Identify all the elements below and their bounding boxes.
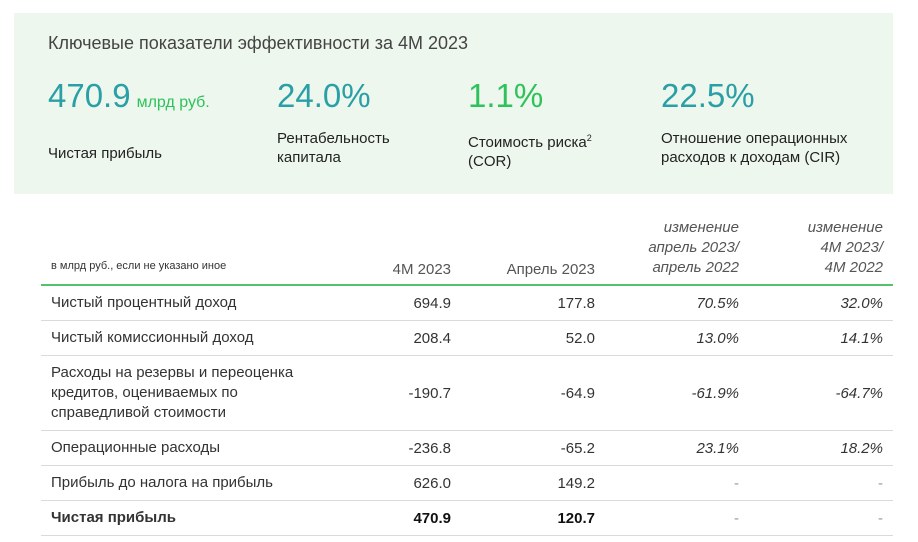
cell-change-4m: -64.7% — [749, 355, 893, 431]
financial-metrics-table: в млрд руб., если не указано иное 4М 202… — [41, 212, 893, 536]
kpi-panel: Ключевые показатели эффективности за 4М … — [14, 13, 893, 194]
kpi-roe-label-line2: капитала — [277, 149, 341, 166]
kpi-cor-label-line2: (COR) — [468, 153, 512, 170]
kpi-cor-footnote-mark: 2 — [586, 133, 592, 143]
column-header-april-2023: Апрель 2023 — [461, 212, 605, 286]
kpi-roe-label: Рентабельность капитала — [277, 129, 390, 167]
cell-4m-2023: -236.8 — [331, 430, 461, 466]
column-header-change-4m: изменение 4М 2023/ 4М 2022 — [749, 212, 893, 286]
cell-change-april: - — [605, 500, 749, 536]
table-row: Чистый комиссионный доход 208.4 52.0 13.… — [41, 320, 893, 356]
table-row: Чистый процентный доход 694.9 177.8 70.5… — [41, 285, 893, 321]
cell-change-april: -61.9% — [605, 355, 749, 431]
cell-change-4m: 14.1% — [749, 320, 893, 356]
cell-april-2023: -65.2 — [461, 430, 605, 466]
kpi-roe-value: 24.0% — [277, 77, 371, 114]
table-units-note: в млрд руб., если не указано иное — [41, 212, 331, 286]
cell-4m-2023: 470.9 — [331, 500, 461, 536]
cell-april-2023: 120.7 — [461, 500, 605, 536]
kpi-cir-label-line1: Отношение операционных — [661, 130, 848, 147]
row-label: Расходы на резервы и переоценка кредитов… — [41, 355, 331, 431]
table-header-row: в млрд руб., если не указано иное 4М 202… — [41, 212, 893, 286]
kpi-cir-label-line2: расходов к доходам (CIR) — [661, 149, 841, 166]
cell-change-april: 70.5% — [605, 285, 749, 321]
kpi-cor-value: 1.1% — [468, 77, 544, 114]
column-header-4m-2023: 4М 2023 — [331, 212, 461, 286]
cell-4m-2023: 208.4 — [331, 320, 461, 356]
kpi-net-profit-value: 470.9 — [48, 77, 131, 114]
cell-change-4m: 32.0% — [749, 285, 893, 321]
row-label: Чистый комиссионный доход — [41, 320, 331, 356]
cell-april-2023: 52.0 — [461, 320, 605, 356]
kpi-cor-label-line1: Стоимость риска — [468, 134, 587, 151]
kpi-net-profit-unit: млрд руб. — [136, 94, 210, 111]
kpi-cir: 22.5% Отношение операционных расходов к … — [661, 77, 847, 167]
table-row: Прибыль до налога на прибыль 626.0 149.2… — [41, 465, 893, 501]
cell-april-2023: -64.9 — [461, 355, 605, 431]
cell-change-april: 23.1% — [605, 430, 749, 466]
cell-change-april: 13.0% — [605, 320, 749, 356]
table-row-total: Чистая прибыль 470.9 120.7 - - — [41, 500, 893, 536]
cell-change-april: - — [605, 465, 749, 501]
kpi-cor-label: Стоимость риска2 (COR) — [468, 129, 592, 171]
kpi-net-profit: 470.9 млрд руб. Чистая прибыль — [48, 77, 210, 163]
cell-april-2023: 149.2 — [461, 465, 605, 501]
kpi-roe: 24.0% Рентабельность капитала — [277, 77, 390, 167]
row-label: Операционные расходы — [41, 430, 331, 466]
cell-4m-2023: 694.9 — [331, 285, 461, 321]
kpi-roe-label-line1: Рентабельность — [277, 130, 390, 147]
column-header-change-april: изменение апрель 2023/ апрель 2022 — [605, 212, 749, 286]
cell-change-4m: - — [749, 465, 893, 501]
table-row: Расходы на резервы и переоценка кредитов… — [41, 355, 893, 431]
kpi-net-profit-label: Чистая прибыль — [48, 145, 162, 162]
kpi-panel-title: Ключевые показатели эффективности за 4М … — [48, 33, 469, 53]
table-row: Операционные расходы -236.8 -65.2 23.1% … — [41, 430, 893, 466]
cell-april-2023: 177.8 — [461, 285, 605, 321]
kpi-cor: 1.1% Стоимость риска2 (COR) — [468, 77, 592, 171]
kpi-cir-label: Отношение операционных расходов к дохода… — [661, 129, 847, 167]
cell-4m-2023: 626.0 — [331, 465, 461, 501]
row-label: Чистый процентный доход — [41, 285, 331, 321]
kpi-cir-value: 22.5% — [661, 77, 755, 114]
cell-change-4m: - — [749, 500, 893, 536]
cell-4m-2023: -190.7 — [331, 355, 461, 431]
row-label: Чистая прибыль — [41, 500, 331, 536]
row-label: Прибыль до налога на прибыль — [41, 465, 331, 501]
cell-change-4m: 18.2% — [749, 430, 893, 466]
